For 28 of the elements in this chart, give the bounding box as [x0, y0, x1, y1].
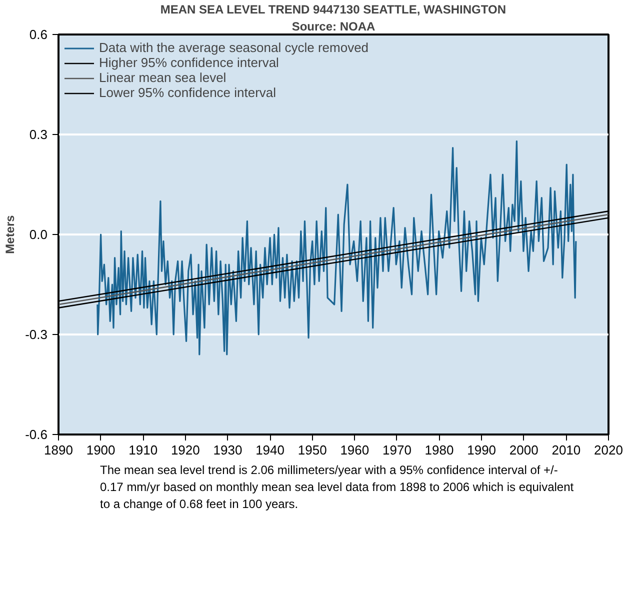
x-tick-label: 1920 [170, 442, 200, 458]
x-tick-label: 1900 [86, 442, 116, 458]
y-tick-label: 0.0 [29, 227, 48, 242]
y-tick-label: 0.6 [29, 27, 48, 42]
x-tick-label: 1930 [213, 442, 242, 458]
chart-subtitle: Source: NOAA [292, 20, 376, 34]
x-tick-label: 1980 [424, 442, 454, 458]
x-tick-label: 1970 [382, 442, 412, 458]
line-series [96, 140, 577, 356]
legend-label: Linear mean sea level [99, 70, 226, 85]
legend-label: Data with the average seasonal cycle removed [99, 40, 369, 55]
x-tick-label: 2020 [594, 442, 623, 458]
y-tick-label: 0.3 [29, 127, 48, 142]
x-tick-label: 2010 [552, 442, 581, 458]
x-tick-label: 1910 [128, 442, 158, 458]
x-tick-label: 2000 [509, 442, 538, 458]
y-tick-label: -0.6 [25, 427, 48, 442]
x-tick-label: 1890 [44, 442, 73, 458]
y-tick-label: -0.3 [25, 327, 48, 342]
x-tick-label: 1990 [467, 442, 496, 458]
x-tick-label: 1950 [298, 442, 327, 458]
legend-label: Higher 95% confidence interval [99, 55, 279, 70]
y-axis-title: Meters [3, 214, 18, 254]
x-tick-label: 1960 [340, 442, 370, 458]
x-tick-label: 1940 [256, 442, 284, 458]
chart-title: MEAN SEA LEVEL TREND 9447130 SEATTLE, WASHINGTON [160, 2, 506, 16]
text: The mean sea level trend is 2.06 millimeters/year with a 95% confidence interval of +/- 0.17 mm/yr based on monthly mean sea level data from 1898 to 2006 which is equivalent to a change of 0.68 feet in 100 years. [100, 462, 575, 514]
legend-label: Lower 95% confidence interval [99, 85, 276, 100]
